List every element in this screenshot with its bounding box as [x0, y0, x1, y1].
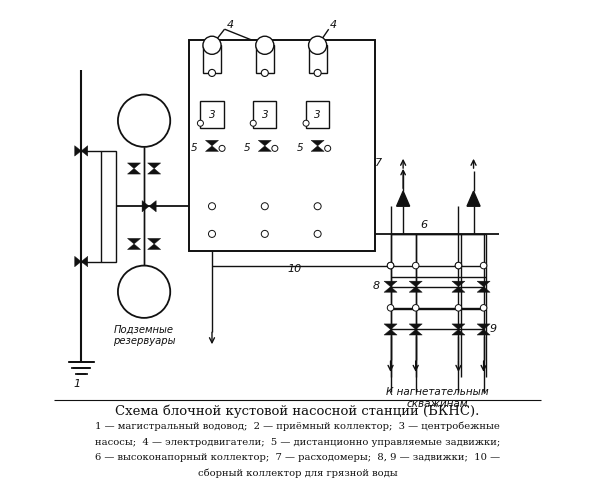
Polygon shape — [81, 146, 87, 156]
Circle shape — [314, 203, 321, 210]
Polygon shape — [127, 169, 140, 174]
Text: Подземные
резервуары: Подземные резервуары — [113, 324, 176, 346]
Polygon shape — [409, 329, 422, 335]
Circle shape — [480, 305, 487, 311]
Polygon shape — [149, 201, 156, 212]
Text: 5: 5 — [297, 143, 303, 153]
Text: 2: 2 — [207, 191, 214, 201]
Circle shape — [314, 69, 321, 76]
Bar — [101, 151, 117, 262]
Text: 8: 8 — [373, 281, 380, 291]
Text: 6 — высоконапорный коллектор;  7 — расходомеры;  8, 9 — задвижки;  10 —: 6 — высоконапорный коллектор; 7 — расход… — [95, 453, 500, 462]
Circle shape — [412, 263, 419, 269]
Polygon shape — [81, 257, 87, 267]
Circle shape — [250, 120, 256, 126]
Circle shape — [455, 263, 462, 269]
Polygon shape — [452, 287, 465, 292]
Polygon shape — [397, 191, 410, 206]
Text: Схема блочной кустовой насосной станции (БКНС).: Схема блочной кустовой насосной станции … — [115, 405, 480, 418]
Bar — [309, 45, 327, 73]
Circle shape — [314, 230, 321, 237]
Polygon shape — [74, 257, 81, 267]
Circle shape — [118, 266, 170, 318]
Text: 5: 5 — [191, 143, 198, 153]
Circle shape — [272, 145, 278, 151]
Circle shape — [455, 305, 462, 311]
Polygon shape — [127, 238, 140, 244]
Text: 6: 6 — [421, 220, 428, 230]
Polygon shape — [205, 146, 218, 151]
Text: 1 — магистральный водовод;  2 — приёмный коллектор;  3 — центробежные: 1 — магистральный водовод; 2 — приёмный … — [95, 422, 500, 431]
Circle shape — [219, 145, 225, 151]
Polygon shape — [148, 244, 161, 249]
Polygon shape — [384, 324, 397, 329]
Bar — [256, 45, 274, 73]
Text: 1: 1 — [74, 379, 81, 389]
Circle shape — [412, 305, 419, 311]
Text: 10: 10 — [287, 264, 302, 274]
Polygon shape — [477, 287, 490, 292]
Bar — [253, 101, 276, 128]
Text: К нагнетательным
скважинам: К нагнетательным скважинам — [386, 387, 488, 409]
Text: насосы;  4 — электродвигатели;  5 — дистанционно управляемые задвижки;: насосы; 4 — электродвигатели; 5 — дистан… — [95, 438, 500, 447]
Text: 3: 3 — [314, 110, 321, 120]
Circle shape — [455, 263, 462, 269]
Polygon shape — [477, 329, 490, 335]
Polygon shape — [477, 281, 490, 287]
Text: 3: 3 — [209, 110, 215, 120]
Bar — [306, 101, 329, 128]
Circle shape — [198, 120, 203, 126]
Circle shape — [256, 36, 274, 54]
Polygon shape — [258, 140, 271, 146]
Circle shape — [387, 263, 394, 269]
Polygon shape — [409, 281, 422, 287]
Polygon shape — [148, 169, 161, 174]
Text: 3: 3 — [261, 110, 268, 120]
Polygon shape — [142, 201, 149, 212]
Text: сборный коллектор для грязной воды: сборный коллектор для грязной воды — [198, 469, 397, 478]
Circle shape — [203, 36, 221, 54]
Polygon shape — [452, 324, 465, 329]
Polygon shape — [384, 329, 397, 335]
Polygon shape — [452, 281, 465, 287]
Circle shape — [387, 263, 394, 269]
Polygon shape — [311, 146, 324, 151]
Polygon shape — [74, 146, 81, 156]
Polygon shape — [127, 163, 140, 169]
Polygon shape — [467, 191, 480, 206]
Circle shape — [303, 120, 309, 126]
Bar — [189, 40, 375, 252]
Text: 9: 9 — [490, 324, 497, 334]
Polygon shape — [258, 146, 271, 151]
Polygon shape — [477, 324, 490, 329]
Circle shape — [261, 203, 268, 210]
Polygon shape — [205, 140, 218, 146]
Text: 7: 7 — [375, 158, 383, 168]
Text: 4: 4 — [227, 20, 234, 30]
Polygon shape — [127, 244, 140, 249]
Circle shape — [261, 69, 268, 76]
Bar — [201, 101, 224, 128]
Circle shape — [208, 230, 215, 237]
Text: 4: 4 — [330, 20, 337, 30]
Polygon shape — [148, 163, 161, 169]
Circle shape — [208, 203, 215, 210]
Circle shape — [480, 263, 487, 269]
Polygon shape — [384, 287, 397, 292]
Circle shape — [208, 69, 215, 76]
Polygon shape — [384, 281, 397, 287]
Circle shape — [309, 36, 327, 54]
Polygon shape — [409, 324, 422, 329]
Circle shape — [325, 145, 331, 151]
Bar — [203, 45, 221, 73]
Polygon shape — [409, 287, 422, 292]
Circle shape — [118, 95, 170, 147]
Circle shape — [261, 230, 268, 237]
Polygon shape — [311, 140, 324, 146]
Text: 5: 5 — [244, 143, 250, 153]
Circle shape — [387, 305, 394, 311]
Polygon shape — [148, 238, 161, 244]
Polygon shape — [452, 329, 465, 335]
